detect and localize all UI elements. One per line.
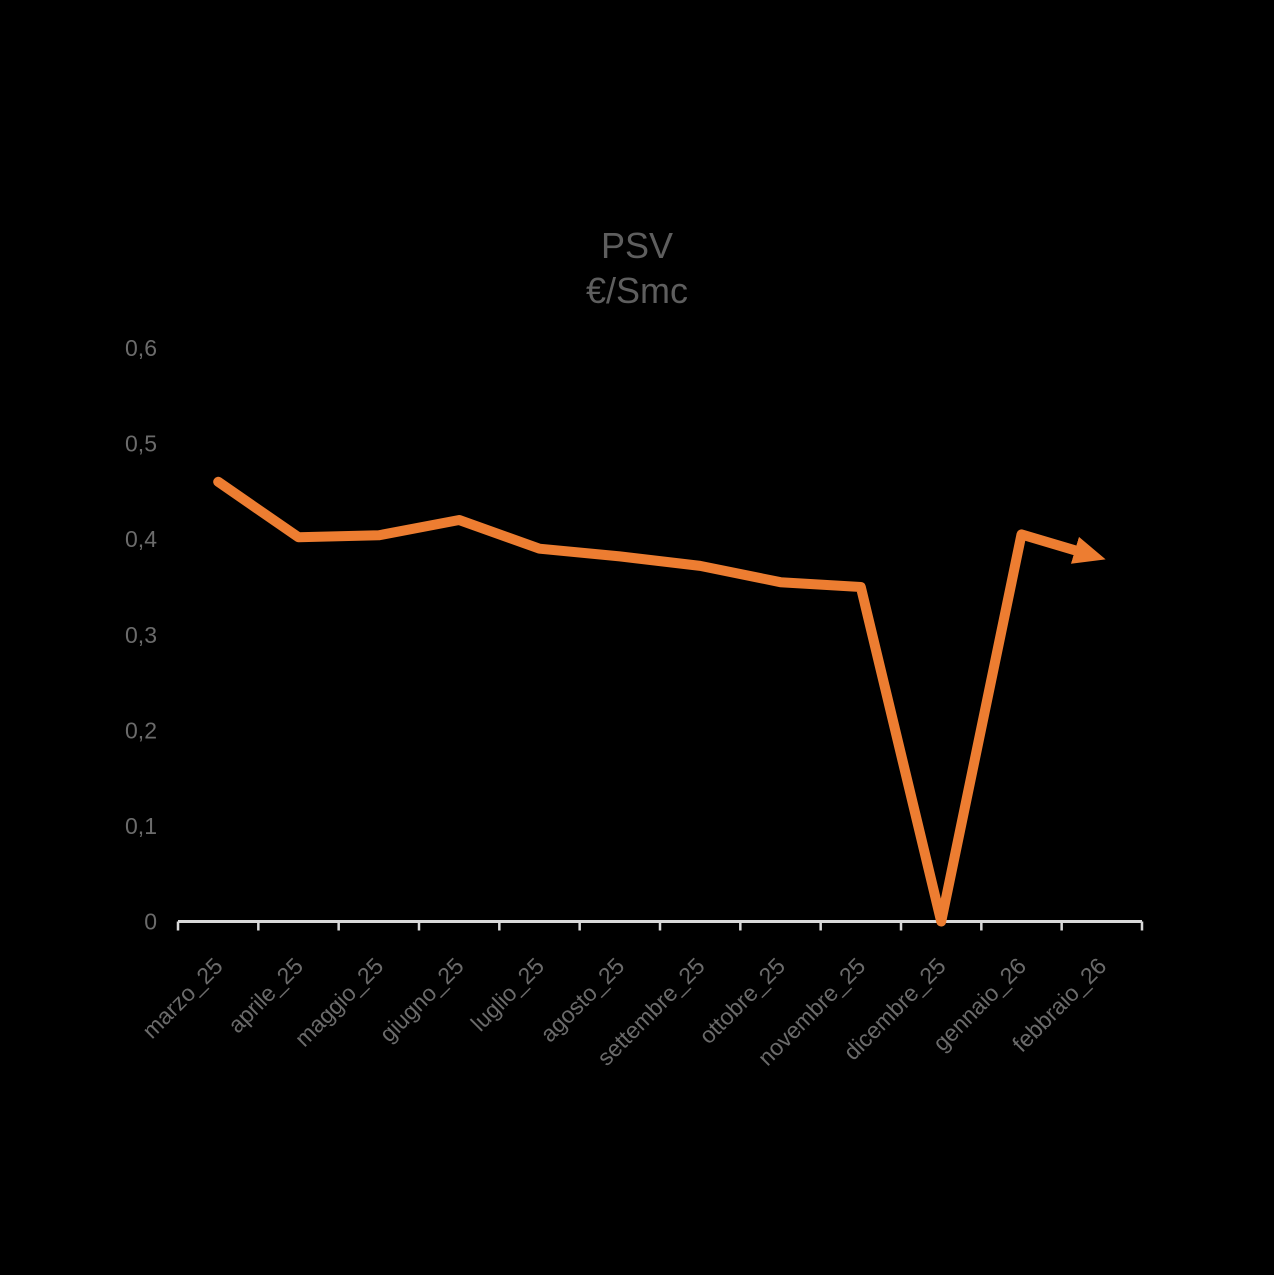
series-group [213, 476, 1106, 927]
x-axis-label: marzo_25 [137, 953, 228, 1044]
x-axis-label: giugno_25 [374, 953, 468, 1047]
chart-title: PSV [601, 225, 673, 266]
y-axis-label: 0 [144, 909, 157, 935]
y-axis-label: 0,3 [125, 622, 157, 648]
series-line-psv [213, 476, 1106, 927]
x-axis-label: luglio_25 [466, 953, 550, 1037]
x-axis-labels: marzo_25aprile_25maggio_25giugno_25lugli… [137, 953, 1111, 1071]
y-axis-label: 0,1 [125, 813, 157, 839]
y-axis-label: 0,4 [125, 526, 157, 552]
y-axis-label: 0,2 [125, 717, 157, 743]
chart-subtitle: €/Smc [586, 270, 688, 311]
y-axis-labels: 0 0,1 0,2 0,3 0,4 0,5 0,6 [125, 335, 157, 935]
y-axis-label: 0,5 [125, 431, 157, 457]
x-axis-label: aprile_25 [223, 953, 308, 1038]
x-axis [176, 920, 1144, 931]
y-axis-label: 0,6 [125, 335, 157, 361]
